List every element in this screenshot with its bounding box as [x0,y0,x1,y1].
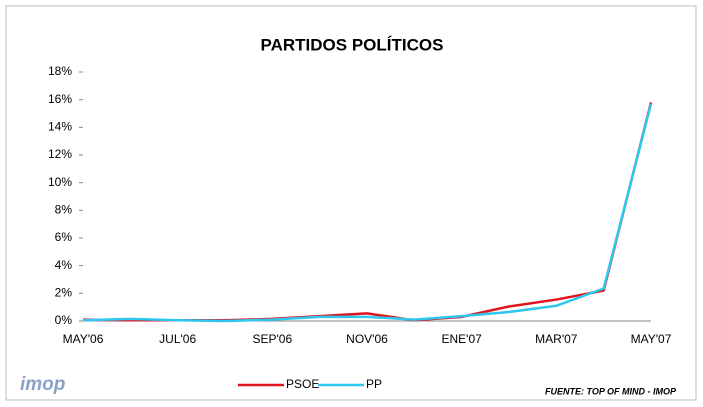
x-tick-label: JUL'06 [159,332,196,346]
x-tick-label: NOV'06 [346,332,388,346]
line-series [82,103,653,323]
y-tick-label: 12% [48,147,72,161]
x-tick-label: MAY'06 [63,332,104,346]
y-tick-label: 10% [48,175,72,189]
y-tick-label: 16% [48,92,72,106]
legend-label: PP [366,377,382,391]
chart-frame [5,5,697,401]
logo: imop [20,374,65,395]
y-tick-label: 4% [55,258,73,272]
y-tick-label: 0% [55,313,73,327]
x-tick-label: SEP'06 [253,332,293,346]
x-tick-label: MAY'07 [631,332,672,346]
y-tick-label: 8% [55,203,73,217]
chart-title: PARTIDOS POLÍTICOS [261,35,444,54]
y-tick-label: 14% [48,120,72,134]
legend-label: PSOE [286,377,319,391]
source-note: FUENTE: TOP OF MIND - IMOP [545,386,677,396]
y-tick-label: 6% [55,230,73,244]
y-tick-label: 2% [55,286,73,300]
x-tick-label: ENE'07 [442,332,483,346]
y-tick-label: 18% [48,64,72,78]
x-tick-label: MAR'07 [535,332,578,346]
